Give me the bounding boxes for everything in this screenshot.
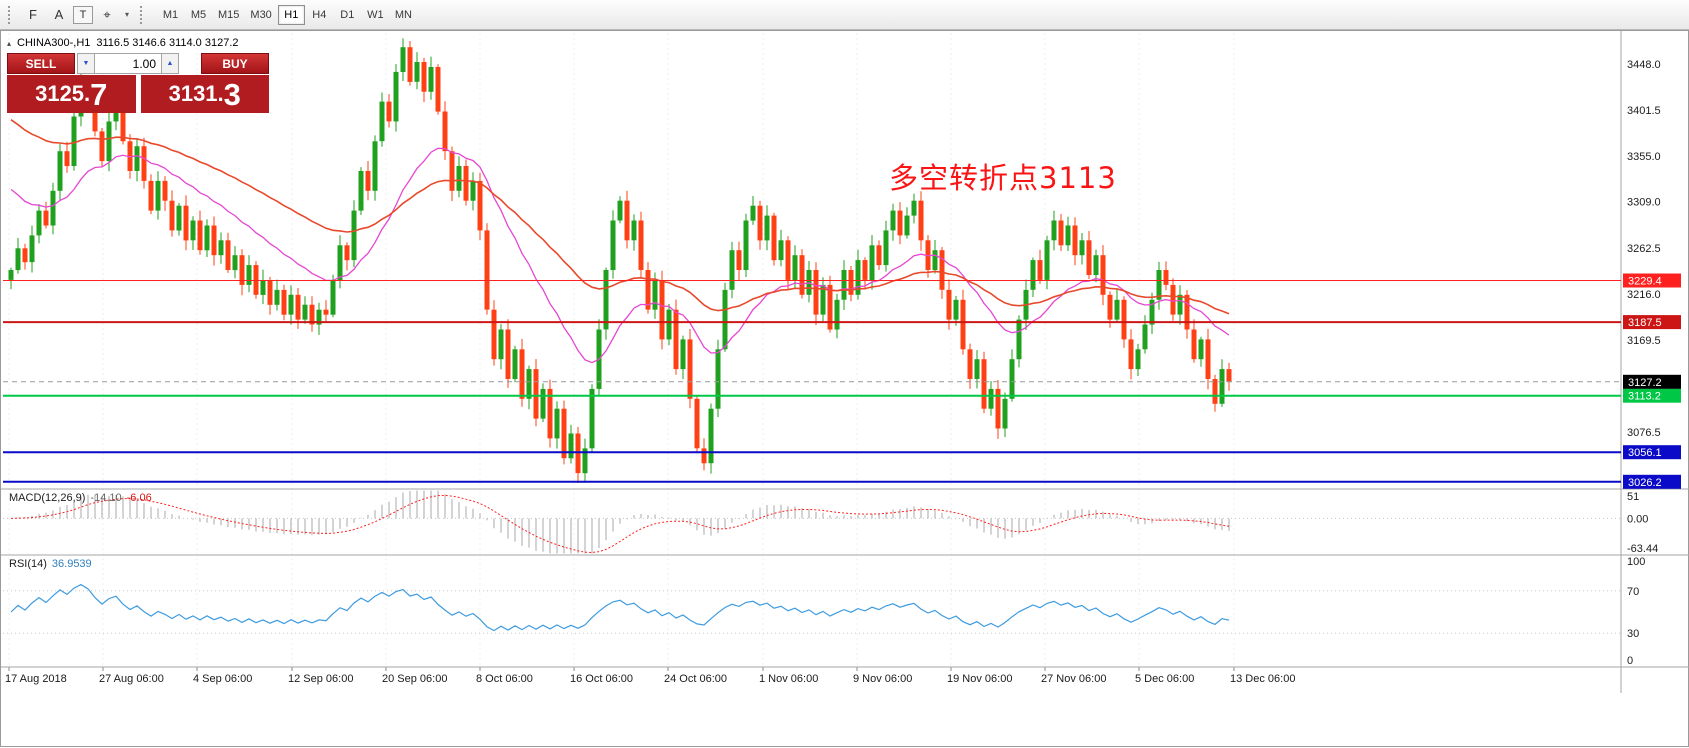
volume-input[interactable] bbox=[95, 53, 161, 74]
time-label: 13 Dec 06:00 bbox=[1230, 673, 1296, 685]
text-tool-icon[interactable]: A bbox=[47, 4, 71, 26]
current-price: 3127.2 bbox=[3, 374, 1681, 389]
timeframe-m5[interactable]: M5 bbox=[185, 5, 212, 25]
time-label: 1 Nov 06:00 bbox=[759, 673, 819, 685]
svg-text:30: 30 bbox=[1627, 628, 1639, 640]
svg-text:3187.5: 3187.5 bbox=[1628, 317, 1662, 329]
one-click-trading-panel: SELL ▼ ▲ BUY 3125.7 3131.3 bbox=[7, 53, 269, 113]
svg-text:3448.0: 3448.0 bbox=[1627, 59, 1661, 71]
macd-main-value: -14.10 bbox=[90, 492, 122, 504]
time-label: 4 Sep 06:00 bbox=[193, 673, 253, 685]
toolbar-grip[interactable] bbox=[140, 5, 146, 24]
candlesticks bbox=[8, 38, 1232, 483]
time-label: 27 Aug 06:00 bbox=[99, 673, 164, 685]
svg-text:3216.0: 3216.0 bbox=[1627, 289, 1661, 301]
macd-label: MACD(12,26,9) -14.10 -6.06 bbox=[9, 492, 152, 504]
svg-text:100: 100 bbox=[1627, 556, 1645, 568]
time-label: 9 Nov 06:00 bbox=[853, 673, 913, 685]
tools-dropdown-icon[interactable]: ▾ bbox=[121, 4, 133, 26]
time-label: 17 Aug 2018 bbox=[5, 673, 67, 685]
time-label: 19 Nov 06:00 bbox=[947, 673, 1013, 685]
sell-price-main: 3125. bbox=[35, 81, 91, 106]
top-toolbar: F A T ⌖ ▾ M1 M5 M15 M30 H1 H4 D1 W1 MN bbox=[0, 0, 1689, 30]
svg-text:3026.2: 3026.2 bbox=[1628, 477, 1662, 489]
time-axis[interactable]: 17 Aug 2018 27 Aug 06:00 4 Sep 06:00 12 Sep… bbox=[1, 671, 1621, 689]
macd-signal-value: -6.06 bbox=[126, 492, 152, 504]
price-axis-ticks: 3448.0 3401.5 3355.0 3309.0 3262.5 3216.0 3169… bbox=[1627, 59, 1661, 439]
svg-text:3056.1: 3056.1 bbox=[1628, 447, 1662, 459]
collapse-arrow-icon[interactable]: ▴ bbox=[7, 38, 12, 48]
chart-title: ▴ CHINA300-,H1 3116.5 3146.6 3114.0 3127… bbox=[7, 37, 239, 49]
timeframe-w1[interactable]: W1 bbox=[362, 5, 389, 25]
time-label: 20 Sep 06:00 bbox=[382, 673, 448, 685]
svg-text:3169.5: 3169.5 bbox=[1627, 335, 1661, 347]
timeframe-h4[interactable]: H4 bbox=[306, 5, 333, 25]
timeframe-h1[interactable]: H1 bbox=[277, 4, 305, 25]
time-label: 16 Oct 06:00 bbox=[570, 673, 633, 685]
sell-price-last-digit: 7 bbox=[90, 77, 108, 112]
svg-text:70: 70 bbox=[1627, 586, 1639, 598]
time-label: 8 Oct 06:00 bbox=[476, 673, 533, 685]
label-tool-icon[interactable]: T bbox=[73, 5, 93, 24]
svg-text:0.00: 0.00 bbox=[1627, 513, 1648, 525]
macd-indicator-name: MACD(12,26,9) bbox=[9, 492, 86, 504]
timeframe-m30[interactable]: M30 bbox=[245, 5, 276, 25]
time-label: 12 Sep 06:00 bbox=[288, 673, 354, 685]
chart-canvas[interactable]: 3448.0 3401.5 3355.0 3309.0 3262.5 3216.0 3169… bbox=[1, 31, 1689, 748]
price-levels: 3229.4 3187.5 3113.2 3056.1 3026.2 bbox=[3, 273, 1681, 489]
buy-price-display[interactable]: 3131. 3 bbox=[140, 75, 269, 113]
rsi-label: RSI(14) 36.9539 bbox=[9, 558, 92, 570]
time-label: 24 Oct 06:00 bbox=[664, 673, 727, 685]
ohlc-values: 3116.5 3146.6 3114.0 3127.2 bbox=[96, 37, 239, 49]
pattern-f-icon[interactable]: F bbox=[21, 4, 45, 26]
timeframe-m1[interactable]: M1 bbox=[157, 5, 184, 25]
ma-fast-line bbox=[10, 147, 1230, 364]
svg-text:3127.2: 3127.2 bbox=[1628, 377, 1662, 389]
svg-text:3401.5: 3401.5 bbox=[1627, 105, 1661, 117]
rsi-pane: 100 70 30 0 bbox=[3, 556, 1645, 667]
svg-text:3076.5: 3076.5 bbox=[1627, 427, 1661, 439]
svg-text:3113.2: 3113.2 bbox=[1628, 391, 1661, 403]
timeframe-toolbar: M1 M5 M15 M30 H1 H4 D1 W1 MN bbox=[157, 4, 417, 25]
svg-text:3262.5: 3262.5 bbox=[1627, 243, 1661, 255]
time-label: 5 Dec 06:00 bbox=[1135, 673, 1195, 685]
trade-controls-row: SELL ▼ ▲ BUY bbox=[7, 53, 269, 74]
timeframe-m15[interactable]: M15 bbox=[213, 5, 244, 25]
time-label: 27 Nov 06:00 bbox=[1041, 673, 1107, 685]
toolbar-grip[interactable] bbox=[8, 5, 14, 24]
symbol-title: CHINA300-,H1 bbox=[17, 37, 91, 49]
volume-increment-icon[interactable]: ▲ bbox=[161, 53, 179, 74]
rsi-value: 36.9539 bbox=[51, 558, 92, 570]
buy-button[interactable]: BUY bbox=[201, 53, 269, 74]
chart-annotation-text[interactable]: 多空转折点3113 bbox=[889, 161, 1117, 195]
timeframe-mn[interactable]: MN bbox=[390, 5, 417, 25]
rsi-indicator-name: RSI(14) bbox=[9, 558, 47, 570]
macd-pane: 51 0.00 -63.44 bbox=[3, 490, 1658, 555]
svg-text:51: 51 bbox=[1627, 491, 1639, 503]
ma-slow-line bbox=[10, 119, 1230, 315]
svg-text:3309.0: 3309.0 bbox=[1627, 197, 1661, 209]
chart-window: 3448.0 3401.5 3355.0 3309.0 3262.5 3216.0 3169… bbox=[0, 30, 1689, 747]
buy-price-last-digit: 3 bbox=[223, 77, 241, 112]
sell-price-display[interactable]: 3125. 7 bbox=[7, 75, 136, 113]
svg-text:3229.4: 3229.4 bbox=[1628, 276, 1662, 288]
grid-lines bbox=[8, 33, 1235, 671]
timeframe-d1[interactable]: D1 bbox=[334, 5, 361, 25]
svg-text:0: 0 bbox=[1627, 655, 1633, 667]
pane-separators bbox=[1, 31, 1689, 693]
svg-text:3355.0: 3355.0 bbox=[1627, 151, 1661, 163]
svg-text:-63.44: -63.44 bbox=[1627, 543, 1658, 555]
crosshair-tool-icon[interactable]: ⌖ bbox=[95, 4, 119, 26]
sell-button[interactable]: SELL bbox=[7, 53, 75, 74]
volume-dropdown-icon[interactable]: ▼ bbox=[77, 53, 95, 74]
trade-prices-row: 3125. 7 3131. 3 bbox=[7, 75, 269, 113]
buy-price-main: 3131. bbox=[168, 81, 224, 106]
